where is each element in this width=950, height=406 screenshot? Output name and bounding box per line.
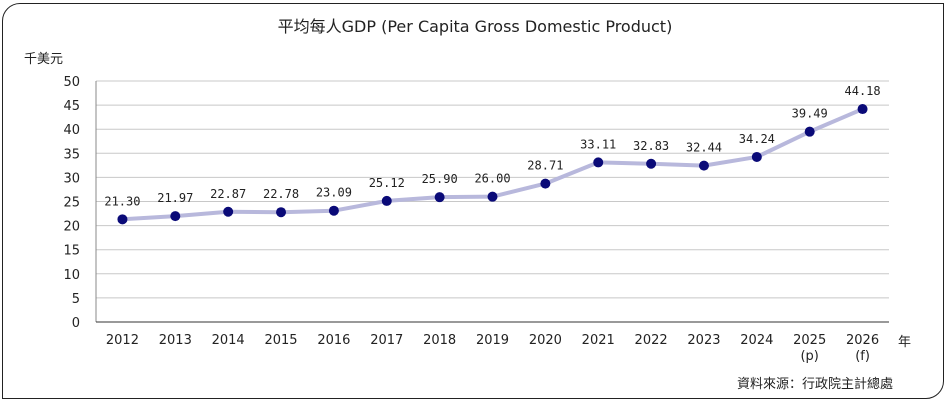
- y-tick-label: 30: [63, 171, 80, 186]
- data-point: [170, 211, 181, 222]
- data-label: 22.87: [210, 187, 246, 201]
- data-point: [857, 104, 868, 115]
- y-tick-label: 40: [63, 123, 80, 138]
- y-tick-label: 15: [63, 244, 80, 259]
- y-tick-label: 10: [63, 268, 80, 283]
- x-tick-label: 2015: [264, 333, 297, 348]
- chart-frame: [2, 3, 944, 399]
- x-tick-label: 2023: [687, 333, 720, 348]
- data-label: 39.49: [792, 107, 828, 121]
- data-label: 26.00: [474, 172, 510, 186]
- data-label: 34.24: [739, 132, 775, 146]
- data-label: 25.90: [422, 172, 458, 186]
- x-tick-label: 2013: [159, 333, 192, 348]
- data-point: [328, 205, 339, 216]
- data-point: [117, 214, 128, 225]
- y-tick-label: 20: [63, 220, 80, 235]
- x-tick-label: 2019: [476, 333, 509, 348]
- data-label: 44.18: [845, 84, 881, 98]
- x-tick-label: 2018: [423, 333, 456, 348]
- y-axis-label: 千美元: [24, 52, 63, 67]
- data-point: [593, 157, 604, 168]
- data-label: 32.44: [686, 141, 722, 155]
- x-tick-label: 2025: [793, 333, 826, 348]
- data-point: [487, 191, 498, 202]
- data-label: 23.09: [316, 186, 352, 200]
- data-point: [698, 160, 709, 171]
- x-tick-label: 2017: [370, 333, 403, 348]
- x-tick-label: 2012: [106, 333, 139, 348]
- source-note: 資料來源：行政院主計總處: [737, 376, 893, 392]
- data-label: 28.71: [527, 159, 563, 173]
- x-tick-label: 2024: [740, 333, 773, 348]
- y-tick-label: 0: [72, 316, 80, 331]
- data-label: 21.97: [157, 191, 193, 205]
- data-point: [540, 178, 551, 189]
- data-label: 32.83: [633, 139, 669, 153]
- x-tick-label: 2016: [317, 333, 350, 348]
- x-tick-label: 2014: [212, 333, 245, 348]
- x-axis-label: 年: [898, 335, 911, 350]
- y-tick-label: 50: [63, 75, 80, 90]
- x-tick-label: 2021: [582, 333, 615, 348]
- data-point: [804, 126, 815, 137]
- data-point: [223, 206, 234, 217]
- data-point: [751, 151, 762, 162]
- data-point: [434, 192, 445, 203]
- y-tick-label: 35: [63, 147, 80, 162]
- x-tick-label: 2020: [529, 333, 562, 348]
- y-tick-label: 5: [72, 292, 80, 307]
- chart-title: 平均每人GDP (Per Capita Gross Domestic Produ…: [278, 17, 673, 36]
- data-point: [646, 158, 657, 169]
- data-label: 22.78: [263, 187, 299, 201]
- x-tick-label: 2026: [846, 333, 879, 348]
- data-label: 21.30: [104, 194, 140, 208]
- data-point: [381, 195, 392, 206]
- y-tick-label: 25: [63, 196, 80, 211]
- x-tick-label: 2022: [635, 333, 668, 348]
- x-tick-label: (f): [855, 349, 870, 364]
- data-label: 33.11: [580, 137, 616, 151]
- series-line: [122, 107, 864, 222]
- data-point: [276, 207, 287, 218]
- x-tick-label: (p): [800, 349, 818, 364]
- data-label: 25.12: [369, 176, 405, 190]
- y-tick-label: 45: [63, 99, 80, 114]
